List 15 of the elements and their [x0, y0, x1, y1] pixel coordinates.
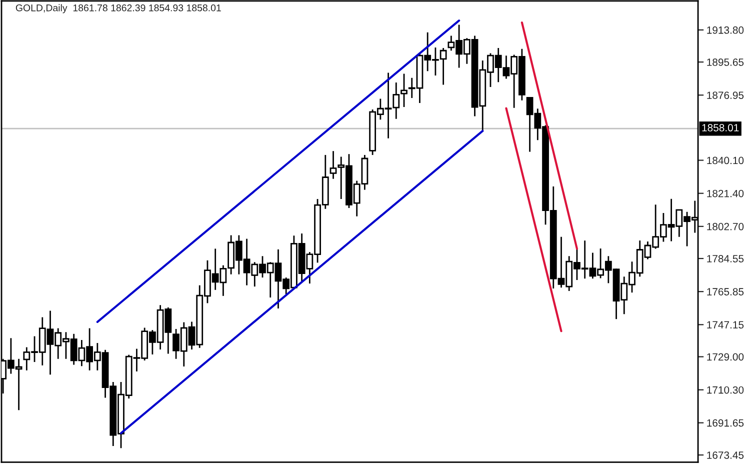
y-tick-label: 1876.95 — [707, 92, 744, 99]
y-tick-label: 1840.10 — [707, 156, 744, 164]
y-tick-label: 1729.00 — [707, 353, 744, 361]
y-tick-label: 1710.30 — [707, 386, 744, 394]
y-tick-label: 1691.65 — [707, 419, 744, 427]
y-tick-label: 1784.55 — [707, 255, 744, 262]
chart-title: GOLD,Daily 1861.78 1862.39 1854.93 1858.01 — [16, 4, 221, 14]
y-tick-label: 1673.45 — [707, 451, 744, 459]
y-tick-label: 1821.40 — [707, 190, 744, 198]
y-tick-label: 1895.65 — [707, 58, 744, 66]
ref-line-label: 1858.01 — [702, 124, 739, 132]
y-tick-label: 1747.15 — [707, 321, 744, 329]
y-tick-label: 1802.70 — [707, 222, 744, 230]
y-tick-label: 1913.80 — [707, 26, 744, 34]
y-tick-label: 1765.85 — [707, 288, 744, 296]
